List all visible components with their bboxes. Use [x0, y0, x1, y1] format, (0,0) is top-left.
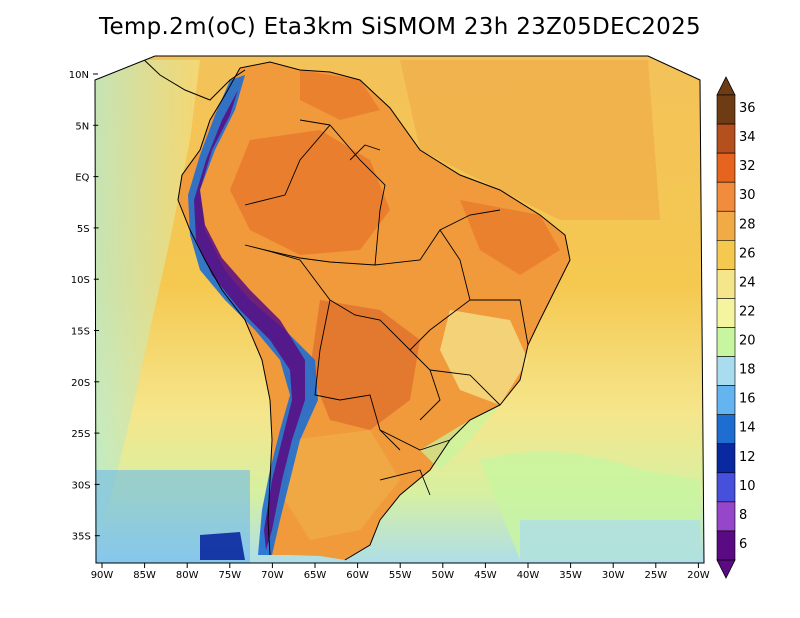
lon-tick-label: 80W — [176, 570, 199, 581]
colorbar-label: 6 — [739, 537, 747, 552]
colorbar-segment — [716, 327, 736, 357]
lon-tick-label: 55W — [389, 570, 412, 581]
central-america-coast — [139, 56, 246, 101]
colorbar-label: 10 — [739, 479, 756, 494]
lon-tick-label: 40W — [517, 570, 540, 581]
lat-tick-label: 30S — [72, 480, 91, 491]
lon-tick-label: 75W — [218, 570, 241, 581]
colorbar-segment — [716, 269, 736, 299]
lon-tick-label: 35W — [559, 570, 582, 581]
coastal-cool — [420, 405, 500, 470]
colorbar-label: 36 — [739, 101, 756, 116]
north-atlantic-warm-field — [400, 60, 660, 220]
colorbar-segment — [716, 501, 736, 532]
colorbar-segment — [716, 443, 736, 474]
colorbar-label: 26 — [739, 246, 756, 261]
colorbar-segment — [716, 472, 736, 503]
colorbar-label: 22 — [739, 304, 756, 319]
guiana-warm — [300, 70, 380, 120]
colorbar: 36 34 32 30 28 26 24 22 20 18 16 14 12 10 8 6 — [716, 76, 756, 579]
colorbar-segment — [716, 181, 736, 212]
colorbar-label: 28 — [739, 217, 756, 232]
colorbar-bottom-arrow — [716, 559, 736, 579]
colorbar-label: 8 — [739, 508, 747, 523]
south-atlantic-cold-field — [520, 520, 700, 560]
lat-tick-label: 35S — [72, 532, 91, 543]
coastline — [177, 61, 571, 561]
lon-tick-label: 90W — [91, 570, 114, 581]
colorbar-segment — [716, 240, 736, 270]
colorbar-label: 34 — [739, 130, 756, 145]
colorbar-label: 14 — [739, 421, 756, 436]
map-frame — [94, 55, 705, 564]
lon-tick-label: 30W — [602, 570, 625, 581]
colorbar-segment — [716, 530, 736, 561]
map-domain — [95, 56, 704, 563]
lon-tick-label: 20W — [687, 570, 710, 581]
patagonia-cold — [200, 532, 245, 560]
lon-tick-label: 50W — [431, 570, 454, 581]
lon-tick-label: 65W — [304, 570, 327, 581]
lat-tick-label: EQ — [75, 173, 89, 184]
pampa-warm-area — [285, 430, 400, 540]
colorbar-segment — [716, 123, 736, 154]
lon-tick-label: 70W — [261, 570, 284, 581]
longitude-axis: 90W 85W 80W 75W 70W 65W 60W 55W 50W 45W 40W 35W 30W 2… — [91, 563, 710, 581]
colorbar-segment — [716, 94, 736, 125]
colorbar-segment — [716, 356, 736, 386]
colorbar-top-arrow — [716, 76, 736, 96]
lat-tick-label: 10N — [69, 70, 89, 81]
brazil-highlands-cool — [440, 310, 528, 405]
lat-tick-label: 15S — [71, 327, 90, 338]
colorbar-label: 12 — [739, 450, 756, 465]
country-borders — [244, 119, 529, 496]
colorbar-segment — [716, 298, 736, 328]
lon-tick-label: 85W — [133, 570, 156, 581]
lat-tick-label: 5S — [77, 224, 90, 235]
pacific-ocean-field — [95, 60, 200, 560]
colorbar-label: 32 — [739, 159, 756, 174]
lat-tick-label: 10S — [71, 275, 90, 286]
lon-tick-label: 60W — [346, 570, 369, 581]
colorbar-segment — [716, 152, 736, 183]
colorbar-segment — [716, 210, 736, 241]
lat-tick-label: 25S — [71, 429, 90, 440]
lon-tick-label: 45W — [474, 570, 497, 581]
amazon-hot-area — [230, 130, 390, 255]
lat-tick-label: 5N — [75, 121, 89, 132]
colorbar-label: 20 — [739, 334, 756, 349]
colorbar-segment — [716, 414, 736, 445]
map-title: Temp.2m(oC) Eta3km SiSMOM 23h 23Z05DEC20… — [99, 14, 701, 40]
latitude-axis: 10N 5N EQ 5S 10S 15S 20S 25S 30S 35S — [69, 70, 100, 543]
lat-tick-label: 20S — [71, 378, 90, 389]
lon-tick-label: 25W — [644, 570, 667, 581]
colorbar-label: 24 — [739, 275, 756, 290]
colorbar-label: 30 — [739, 188, 756, 203]
northeast-hot-area — [460, 200, 560, 275]
colorbar-label: 18 — [739, 363, 756, 378]
colorbar-label: 16 — [739, 392, 756, 407]
colorbar-segment — [716, 385, 736, 415]
